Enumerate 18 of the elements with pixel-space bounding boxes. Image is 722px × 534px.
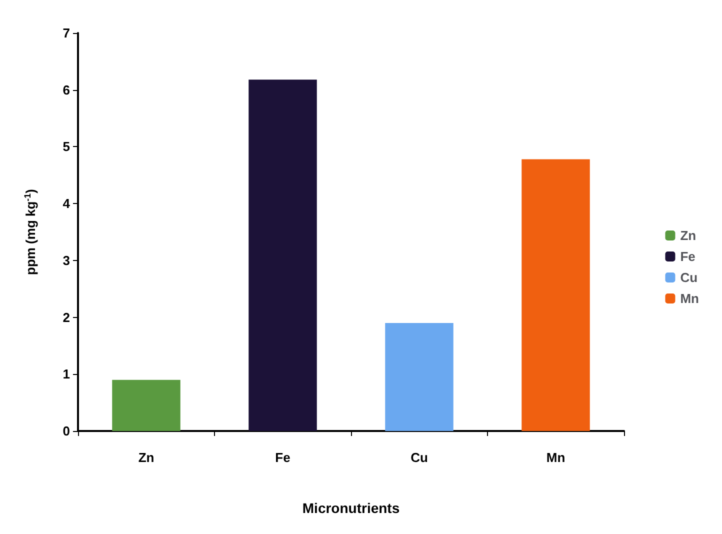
y-axis-title: ppm (mg kg-1) [22,188,38,275]
y-tick-label: 7 [62,26,70,40]
x-tick-label: Fe [275,450,290,465]
legend-label: Zn [680,228,696,243]
y-tick-label: 6 [62,82,70,98]
y-tick-label: 4 [62,196,71,212]
y-tick-label: 5 [62,139,70,154]
legend-label: Mn [680,291,700,306]
x-tick-label: Mn [546,450,566,465]
legend-label: Fe [680,249,696,264]
y-tick-label: 3 [62,252,70,268]
legend-label: Cu [680,270,698,285]
x-tick-label: Zn [138,450,154,465]
x-axis-title: Micronutrients [302,500,400,516]
x-tick-label: Cu [410,450,428,465]
y-tick-label: 1 [62,366,70,382]
y-tick-label: 2 [62,310,70,325]
y-tick-label: 0 [62,424,70,438]
